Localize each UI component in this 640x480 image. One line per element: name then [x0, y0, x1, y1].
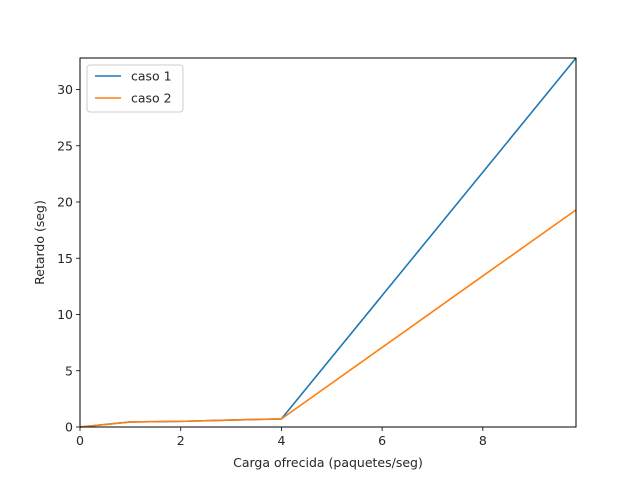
series-line-2 — [79, 209, 577, 428]
y-axis-label: Retardo (seg) — [32, 200, 47, 285]
legend: caso 1 caso 2 — [86, 64, 184, 113]
y-tick-label: 20 — [57, 195, 73, 210]
x-tick-label: 0 — [76, 433, 84, 448]
y-tick-label: 0 — [65, 420, 73, 435]
x-tick-label: 4 — [277, 433, 285, 448]
x-axis-ticks: 0 2 4 6 8 — [76, 427, 487, 448]
x-tick-label: 8 — [479, 433, 487, 448]
series-layer — [79, 57, 577, 428]
legend-label-2: caso 2 — [131, 91, 172, 106]
x-axis-label: Carga ofrecida (paquetes/seg) — [233, 455, 423, 470]
plot-frame — [79, 57, 577, 428]
y-tick-label: 10 — [57, 307, 73, 322]
y-tick-label: 30 — [57, 82, 73, 97]
y-tick-label: 25 — [57, 138, 73, 153]
legend-label-1: caso 1 — [131, 69, 172, 84]
x-tick-label: 6 — [378, 433, 386, 448]
y-axis-ticks: 0 5 10 15 20 25 30 — [57, 82, 80, 435]
series-line-1 — [79, 57, 577, 428]
x-tick-label: 2 — [177, 433, 185, 448]
y-tick-label: 5 — [65, 363, 73, 378]
y-tick-label: 15 — [57, 251, 73, 266]
